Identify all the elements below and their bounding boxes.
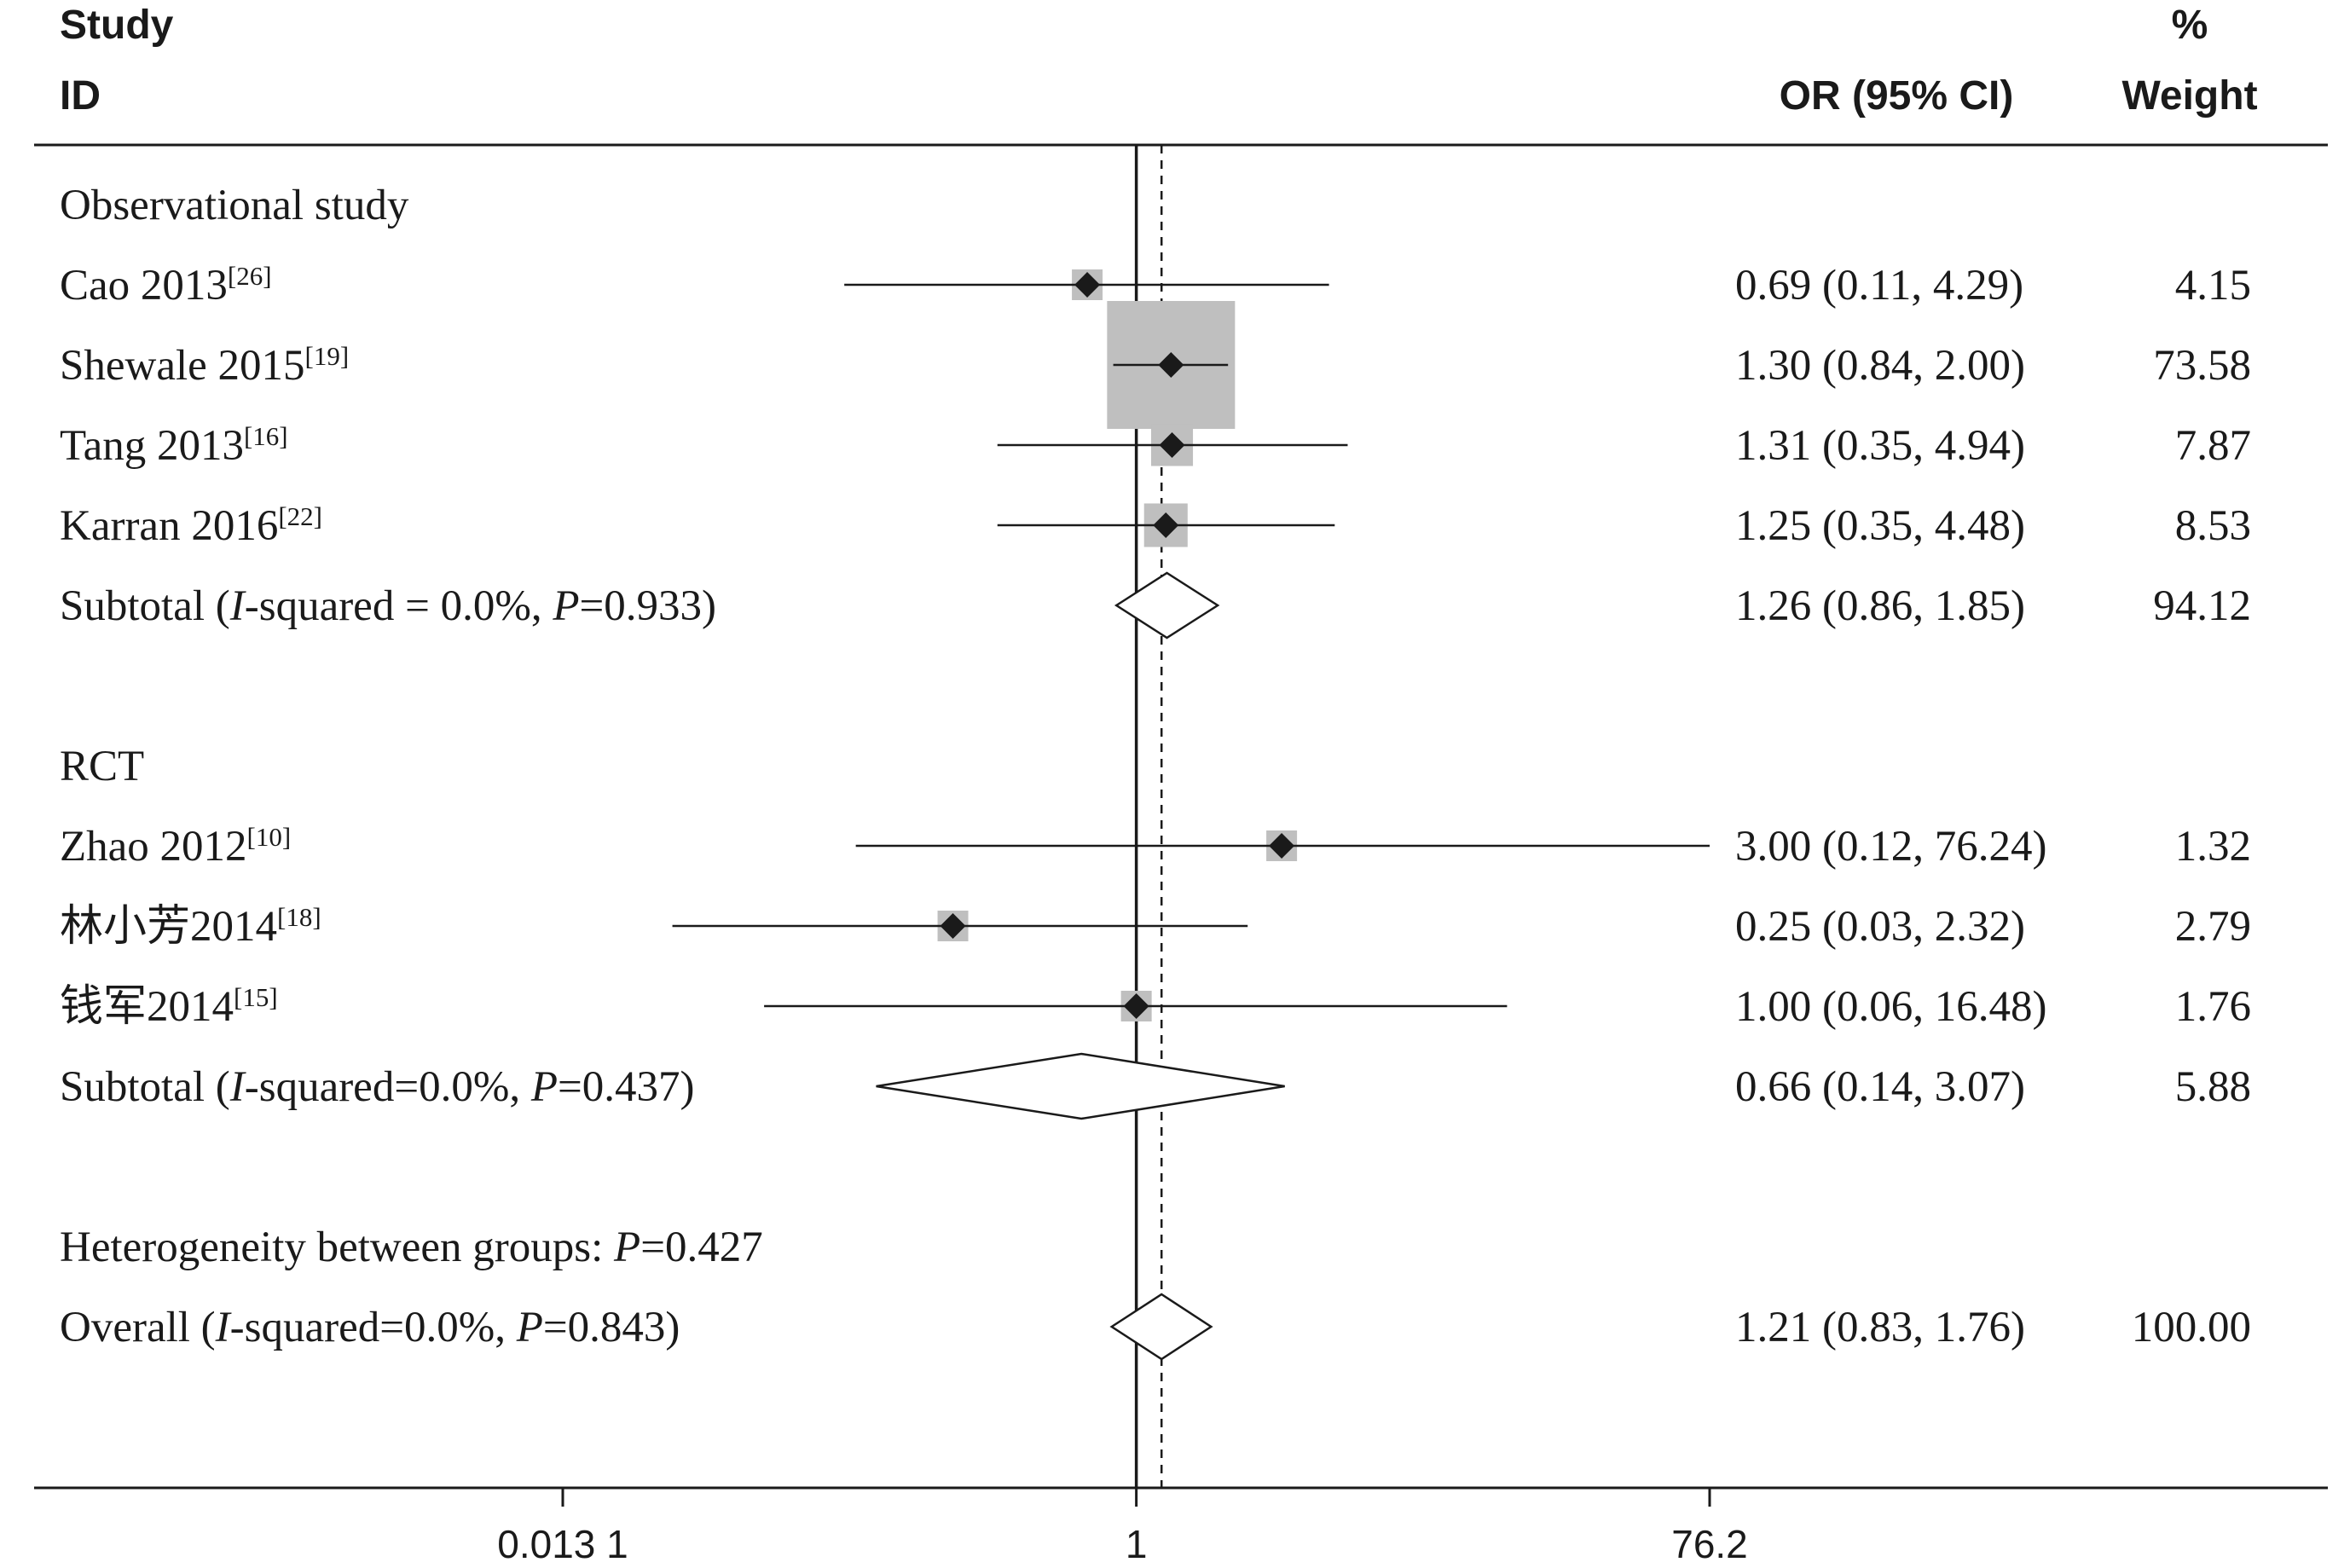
- weight-value-1: 4.15: [2175, 262, 2251, 310]
- or-ci-value-4: 1.25 (0.35, 4.48): [1735, 502, 2025, 550]
- point-estimate-4: [1153, 512, 1179, 538]
- or-ci-value-5: 1.26 (0.86, 1.85): [1735, 582, 2025, 630]
- or-ci-value-8: 3.00 (0.12, 76.24): [1735, 823, 2046, 871]
- subtotal-diamond-5: [1114, 571, 1220, 639]
- header-id: ID: [60, 73, 101, 119]
- study-label-3: Tang 2013[16]: [60, 421, 288, 470]
- weight-value-11: 5.88: [2175, 1063, 2251, 1111]
- weight-value-5: 94.12: [2153, 582, 2251, 630]
- study-label-1: Cao 2013[26]: [60, 261, 272, 310]
- point-estimate-3: [1159, 432, 1185, 458]
- subtotal-diamond-11: [876, 1052, 1285, 1120]
- study-label-8: Zhao 2012[10]: [60, 822, 291, 871]
- row-labels: 0.013 1 1 76.2 Observational study Cao 2013[…: [60, 182, 2251, 1566]
- weight-value-8: 1.32: [2175, 823, 2251, 871]
- weight-value-4: 8.53: [2175, 502, 2251, 550]
- or-ci-value-10: 1.00 (0.06, 16.48): [1735, 983, 2046, 1031]
- point-estimate-9: [940, 913, 966, 939]
- x-tick-label-1: 1: [1126, 1522, 1148, 1566]
- or-ci-value-14: 1.21 (0.83, 1.76): [1735, 1304, 2025, 1351]
- heterogeneity-note-13: Heterogeneity between groups: P=0.427: [60, 1224, 763, 1271]
- weight-value-3: 7.87: [2175, 422, 2251, 470]
- subtotal-label-11: Subtotal (I-squared=0.0%, P=0.437): [60, 1063, 694, 1111]
- or-ci-value-11: 0.66 (0.14, 3.07): [1735, 1063, 2025, 1111]
- weight-value-14: 100.00: [2132, 1304, 2251, 1351]
- point-estimate-8: [1269, 833, 1295, 859]
- weight-value-10: 1.76: [2175, 983, 2251, 1031]
- header-percent: %: [2172, 3, 2208, 48]
- point-estimate-1: [1074, 272, 1101, 298]
- study-label-9: 林小芳2014[18]: [60, 902, 321, 951]
- or-ci-value-1: 0.69 (0.11, 4.29): [1735, 262, 2023, 310]
- overall-diamond-14: [1109, 1293, 1213, 1361]
- header-study: Study: [60, 3, 174, 48]
- or-ci-value-9: 0.25 (0.03, 2.32): [1735, 903, 2025, 951]
- header-weight: Weight: [2121, 73, 2257, 119]
- point-estimate-10: [1123, 993, 1149, 1019]
- study-label-4: Karran 2016[22]: [60, 501, 322, 550]
- x-tick-label-2: 76.2: [1671, 1522, 1748, 1566]
- or-ci-value-3: 1.31 (0.35, 4.94): [1735, 422, 2025, 470]
- study-label-10: 钱军2014[15]: [60, 982, 278, 1031]
- or-ci-value-2: 1.30 (0.84, 2.00): [1735, 342, 2025, 390]
- overall-label-14: Overall (I-squared=0.0%, P=0.843): [60, 1304, 680, 1351]
- study-label-2: Shewale 2015[19]: [60, 341, 349, 390]
- weight-value-2: 73.58: [2153, 342, 2251, 390]
- x-tick-label-0: 0.013 1: [497, 1522, 628, 1566]
- plot-marks: [561, 145, 1711, 1507]
- point-estimate-2: [1158, 352, 1184, 378]
- group-label-0: Observational study: [60, 182, 409, 229]
- group-label-7: RCT: [60, 743, 144, 790]
- subtotal-label-5: Subtotal (I-squared = 0.0%, P=0.933): [60, 582, 716, 630]
- weight-value-9: 2.79: [2175, 903, 2251, 951]
- header-or-ci: OR (95% CI): [1780, 73, 2014, 119]
